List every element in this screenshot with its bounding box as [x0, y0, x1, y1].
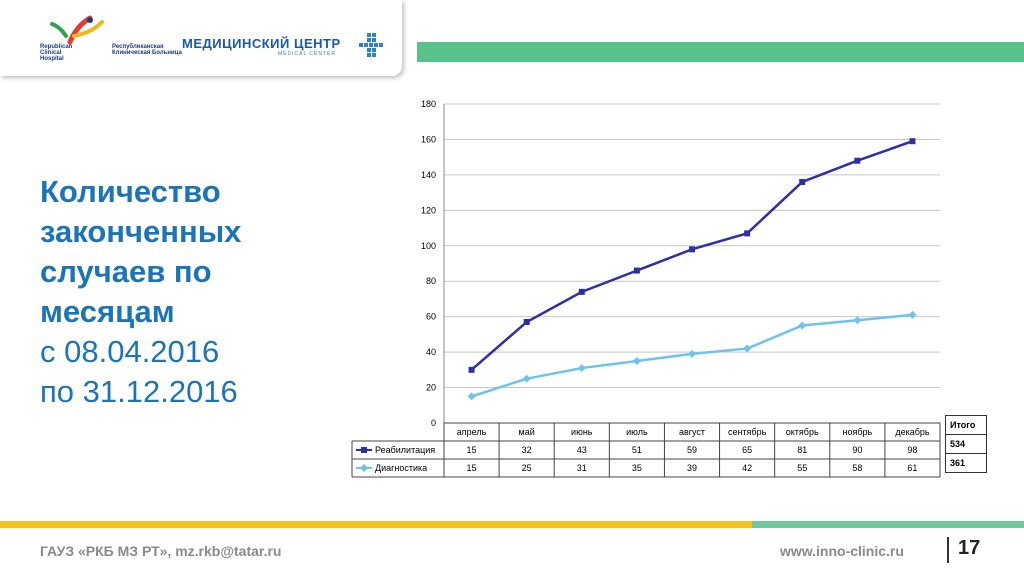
slide-title: Количество законченных случаев по месяца… — [40, 172, 360, 412]
rkb-logo: Republican Clinical Hospital Республикан… — [40, 14, 182, 62]
y-tick-label: 120 — [421, 205, 436, 215]
data-point — [799, 178, 806, 185]
y-tick-label: 60 — [426, 312, 436, 322]
data-point — [853, 316, 862, 325]
table-value: 61 — [907, 463, 917, 473]
y-tick-label: 0 — [431, 418, 436, 428]
rkb-logo-ru: Республиканская Клиническая Больница — [112, 44, 182, 56]
legend-series-name: Диагностика — [375, 463, 427, 473]
x-category-label: август — [679, 427, 705, 437]
data-point — [522, 374, 531, 383]
table-value: 31 — [577, 463, 587, 473]
x-category-label: апрель — [457, 427, 487, 437]
table-value: 98 — [907, 445, 917, 455]
rkb-emblem-icon — [50, 15, 104, 45]
medical-center-logo: МЕДИЦИНСКИЙ ЦЕНТР MEDICAL CENTER — [182, 36, 341, 57]
footer-website-link[interactable]: www.inno-clinic.ru — [780, 543, 904, 559]
title-date-to: по 31.12.2016 — [40, 374, 238, 409]
table-value: 32 — [522, 445, 532, 455]
totals-table: Итого 534 361 — [945, 415, 987, 473]
data-point — [467, 392, 476, 401]
legend-series-name: Реабилитация — [375, 445, 435, 455]
line-chart: 0 20 40 60 80 100 120 140 160 180 апрель май июнь июл… — [351, 99, 941, 478]
table-value: 35 — [632, 463, 642, 473]
data-point — [854, 157, 861, 164]
table-value: 55 — [797, 463, 807, 473]
page-number: 17 — [958, 537, 981, 559]
data-point — [688, 349, 696, 358]
table-value: 42 — [742, 463, 752, 473]
table-value: 59 — [687, 445, 697, 455]
totals-header: Итого — [950, 420, 976, 430]
medical-center-logo-en: MEDICAL CENTER — [278, 51, 336, 57]
y-tick-label: 140 — [421, 170, 436, 180]
y-tick-label: 20 — [426, 383, 436, 393]
legend-key-marker — [360, 464, 368, 472]
table-value: 58 — [852, 463, 862, 473]
medical-center-logo-ru: МЕДИЦИНСКИЙ ЦЕНТР — [182, 36, 341, 51]
y-tick-label: 40 — [426, 347, 436, 357]
medical-cross-icon — [359, 33, 383, 57]
x-category-label: ноябрь — [842, 427, 872, 437]
y-tick-label: 180 — [421, 99, 436, 109]
x-category-label: июль — [626, 427, 648, 437]
totals-diagnostics: 361 — [946, 453, 986, 472]
table-value: 90 — [852, 445, 862, 455]
table-value: 15 — [467, 445, 477, 455]
table-value: 51 — [632, 445, 642, 455]
y-tick-label: 100 — [421, 241, 436, 251]
table-value: 43 — [577, 445, 587, 455]
data-point — [798, 321, 807, 330]
data-point — [633, 267, 640, 274]
data-point — [743, 344, 752, 353]
table-value: 39 — [687, 463, 697, 473]
x-category-label: июнь — [571, 427, 593, 437]
title-main: Количество законченных случаев по месяца… — [40, 174, 242, 329]
legend-key-marker — [361, 447, 367, 453]
x-category-label: сентябрь — [728, 427, 767, 437]
table-value: 25 — [522, 463, 532, 473]
series-line — [470, 140, 913, 371]
table-value: 15 — [467, 463, 477, 473]
data-point — [577, 364, 586, 373]
y-tick-label: 80 — [426, 276, 436, 286]
footer-organization: ГАУЗ «РКБ МЗ РТ», mz.rkb@tatar.ru — [40, 543, 282, 559]
data-point — [909, 138, 916, 145]
table-value: 65 — [742, 445, 752, 455]
data-point — [468, 366, 475, 373]
table-value: 81 — [797, 445, 807, 455]
data-point — [689, 246, 695, 253]
data-point — [578, 288, 585, 295]
x-category-label: май — [519, 427, 535, 437]
header-accent-bar — [417, 42, 1024, 62]
y-tick-label: 160 — [421, 134, 436, 144]
x-category-label: декабрь — [895, 427, 930, 437]
header-logo-card: Republican Clinical Hospital Республикан… — [0, 0, 402, 76]
footer-stripe-yellow — [0, 521, 752, 528]
x-category-label: октябрь — [786, 427, 819, 437]
data-point — [908, 310, 917, 319]
totals-rehabilitation: 534 — [946, 434, 986, 453]
data-point — [632, 356, 641, 365]
data-point — [744, 230, 751, 237]
rkb-logo-en: Republican Clinical Hospital — [40, 44, 73, 62]
footer-separator — [947, 537, 949, 563]
data-point — [523, 318, 530, 325]
title-date-from: с 08.04.2016 — [40, 334, 220, 369]
footer-stripe-green — [752, 521, 1024, 528]
